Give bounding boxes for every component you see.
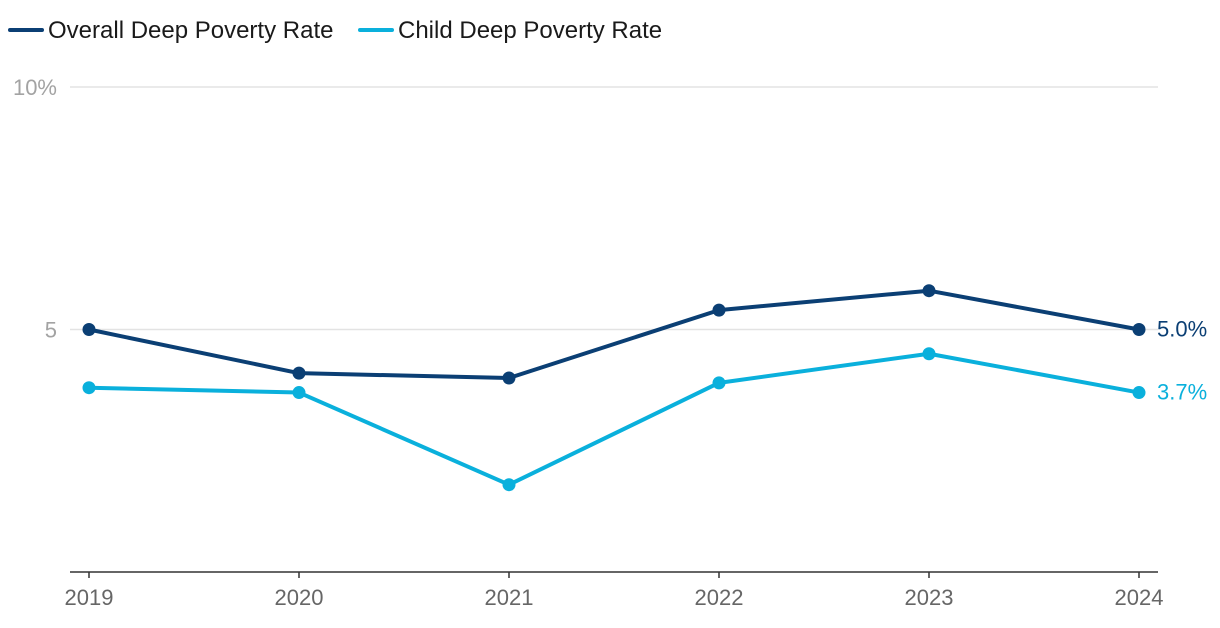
data-point bbox=[292, 366, 306, 380]
y-axis-ticks: 10% 5 bbox=[13, 75, 57, 343]
gridlines bbox=[70, 86, 1158, 331]
x-axis: 2019 2020 2021 2022 2023 2024 bbox=[65, 571, 1164, 610]
x-tick-label: 2019 bbox=[65, 585, 114, 610]
data-point bbox=[82, 323, 96, 336]
data-point bbox=[922, 347, 936, 361]
x-tick-label: 2020 bbox=[275, 585, 324, 610]
y-tick-label: 5 bbox=[45, 318, 57, 343]
x-tick-label: 2023 bbox=[905, 585, 954, 610]
legend-item: Overall Deep Poverty Rate bbox=[8, 17, 333, 44]
series-2: 3.7% bbox=[82, 347, 1207, 492]
y-tick-label: 10% bbox=[13, 75, 57, 100]
data-point bbox=[82, 381, 96, 395]
data-point bbox=[1132, 386, 1146, 400]
series-line bbox=[87, 288, 1141, 380]
data-point bbox=[922, 284, 936, 298]
x-tick-label: 2021 bbox=[485, 585, 534, 610]
series-line bbox=[87, 351, 1141, 487]
data-point bbox=[1132, 323, 1146, 336]
x-tick-label: 2024 bbox=[1115, 585, 1164, 610]
data-point bbox=[502, 371, 516, 385]
series-1: 5.0% bbox=[82, 284, 1207, 385]
end-value-label: 3.7% bbox=[1157, 380, 1207, 405]
data-point bbox=[502, 478, 516, 492]
data-point bbox=[292, 386, 306, 400]
legend-item: Child Deep Poverty Rate bbox=[358, 17, 662, 44]
legend: Overall Deep Poverty Rate Child Deep Pove… bbox=[8, 17, 662, 44]
data-point bbox=[712, 303, 726, 317]
data-point bbox=[712, 376, 726, 390]
end-value-label: 5.0% bbox=[1157, 317, 1207, 342]
legend-label: Child Deep Poverty Rate bbox=[398, 17, 662, 44]
legend-label: Overall Deep Poverty Rate bbox=[48, 17, 333, 44]
x-tick-label: 2022 bbox=[695, 585, 744, 610]
series-group: 5.0% 3.7% bbox=[82, 284, 1207, 492]
